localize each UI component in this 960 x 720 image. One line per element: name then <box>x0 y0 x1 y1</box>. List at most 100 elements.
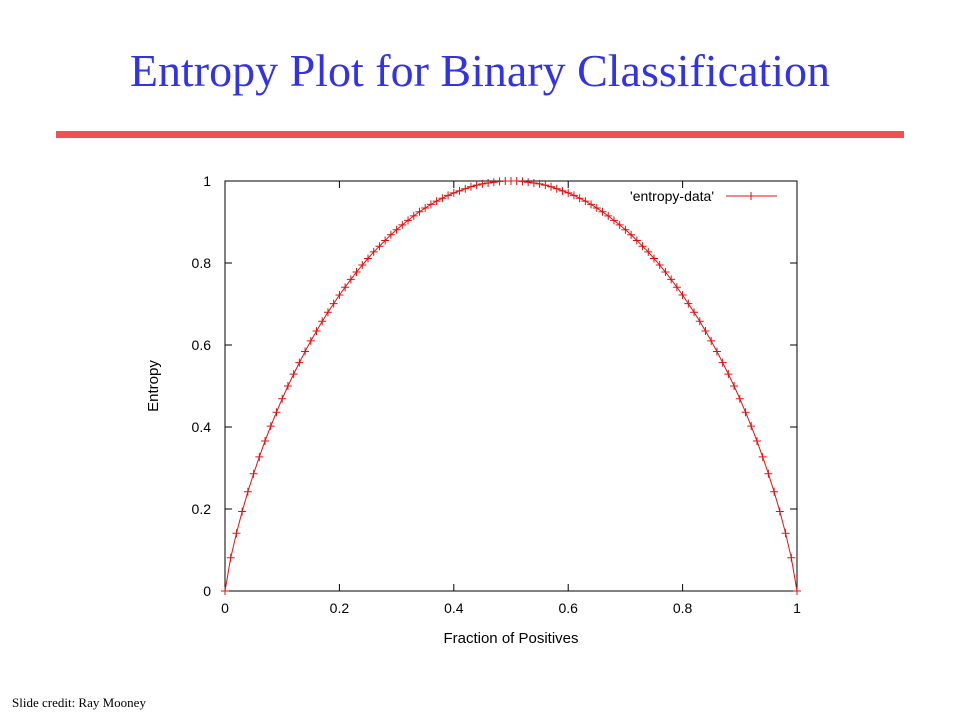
data-point <box>432 197 441 206</box>
data-point <box>232 529 241 538</box>
x-tick-label: 0.6 <box>558 600 578 616</box>
slide-credit: Slide credit: Ray Mooney <box>12 695 146 710</box>
data-point <box>592 204 601 213</box>
data-point <box>415 207 424 216</box>
data-point <box>741 408 750 417</box>
title-rule <box>56 131 904 138</box>
data-point <box>455 186 464 195</box>
axes-layer: 0 0.2 0.4 0.6 0.8 1 0 0.2 0.4 0.6 0.8 1 Fraction of … <box>145 173 801 647</box>
data-point <box>278 394 287 403</box>
data-point <box>249 469 258 478</box>
data-point <box>775 507 784 516</box>
data-point <box>724 370 733 379</box>
y-tick-label: 1 <box>203 173 211 189</box>
data-point <box>352 268 361 277</box>
data-point <box>518 177 527 186</box>
data-point <box>318 317 327 326</box>
data-point <box>564 188 573 197</box>
data-point <box>621 225 630 234</box>
data-point <box>484 179 493 188</box>
legend: 'entropy-data' <box>630 188 777 204</box>
data-point <box>261 436 270 445</box>
plot-frame <box>224 180 798 592</box>
data-point <box>255 452 264 461</box>
data-point <box>409 211 418 220</box>
x-tick-label: 1 <box>793 600 801 616</box>
data-point <box>627 230 636 239</box>
data-point <box>535 179 544 188</box>
y-tick-label: 0.8 <box>192 255 212 271</box>
data-point <box>764 469 773 478</box>
data-point <box>604 211 613 220</box>
data-point <box>323 308 332 317</box>
data-point <box>690 308 699 317</box>
data-point <box>615 220 624 229</box>
data-point <box>404 216 413 225</box>
data-point <box>312 327 321 336</box>
data-point <box>461 184 470 193</box>
data-point <box>672 283 681 292</box>
data-point <box>655 261 664 270</box>
data-point <box>684 299 693 308</box>
data-point <box>426 200 435 209</box>
x-tick-label: 0 <box>221 600 229 616</box>
data-point <box>770 487 779 496</box>
data-point <box>661 268 670 277</box>
data-point <box>221 587 229 595</box>
data-point <box>369 247 378 256</box>
data-point <box>449 188 458 197</box>
data-point <box>644 247 653 256</box>
data-point <box>541 181 550 190</box>
data-point <box>398 220 407 229</box>
data-point <box>226 553 235 562</box>
data-point <box>444 191 453 200</box>
data-point <box>598 207 607 216</box>
data-point <box>781 529 790 538</box>
data-point <box>552 184 561 193</box>
data-point <box>678 290 687 299</box>
data-point <box>707 336 716 345</box>
y-tick-label: 0.6 <box>192 337 212 353</box>
data-point <box>472 181 481 190</box>
data-point <box>358 261 367 270</box>
data-point <box>289 370 298 379</box>
data-point <box>735 394 744 403</box>
y-tick-label: 0 <box>203 583 211 599</box>
data-point <box>758 452 767 461</box>
data-point <box>381 236 390 245</box>
data-point <box>272 408 281 417</box>
y-tick-label: 0.4 <box>192 419 212 435</box>
x-tick-label: 0.2 <box>330 600 350 616</box>
data-point <box>587 200 596 209</box>
data-point <box>306 336 315 345</box>
data-point <box>793 587 801 595</box>
x-tick-label: 0.8 <box>673 600 693 616</box>
data-point <box>238 507 247 516</box>
data-point <box>386 230 395 239</box>
x-axis-label: Fraction of Positives <box>443 630 578 647</box>
data-point <box>438 194 447 203</box>
data-point <box>341 283 350 292</box>
data-point <box>392 225 401 234</box>
data-point <box>609 216 618 225</box>
data-point <box>569 191 578 200</box>
data-point <box>667 275 676 284</box>
data-point <box>364 254 372 263</box>
y-axis-label: Entropy <box>145 360 162 412</box>
data-point <box>638 242 647 251</box>
data-point <box>301 347 310 356</box>
data-point <box>747 422 756 431</box>
data-point <box>730 382 739 390</box>
data-point <box>547 182 556 191</box>
data-point <box>266 422 275 431</box>
series-line <box>224 180 798 592</box>
data-point <box>295 358 304 367</box>
data-point <box>524 178 533 187</box>
data-point <box>375 242 384 251</box>
data-point <box>421 204 430 213</box>
data-point <box>695 317 704 326</box>
data-point <box>489 178 498 187</box>
y-tick-label: 0.2 <box>192 501 212 517</box>
data-point <box>558 186 567 195</box>
